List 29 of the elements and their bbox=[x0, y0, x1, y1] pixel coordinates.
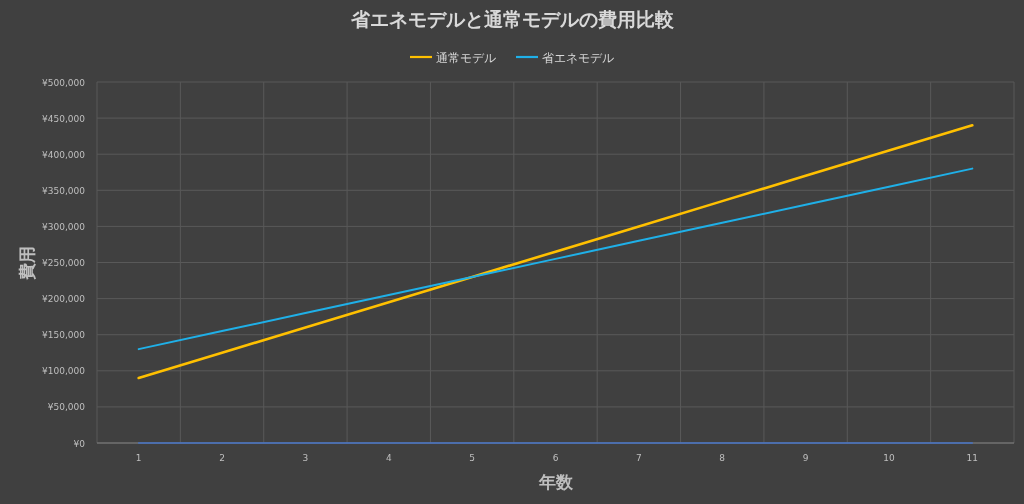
y-tick-label: ¥0 bbox=[73, 438, 86, 449]
chart-title: 省エネモデルと通常モデルの費用比較 bbox=[349, 8, 675, 30]
x-tick-label: 4 bbox=[385, 453, 392, 463]
x-tick-label: 7 bbox=[636, 453, 642, 463]
legend-label: 通常モデル bbox=[436, 50, 496, 65]
x-tick-label: 3 bbox=[302, 453, 309, 463]
x-tick-label: 1 bbox=[135, 453, 142, 463]
y-tick-label: ¥150,000 bbox=[42, 330, 86, 341]
y-tick-label: ¥250,000 bbox=[42, 258, 86, 268]
y-tick-label: ¥350,000 bbox=[42, 185, 86, 196]
y-tick-label: ¥50,000 bbox=[47, 402, 86, 413]
legend-label: 省エネモデル bbox=[542, 50, 614, 65]
y-axis-title: 費用 bbox=[17, 245, 37, 281]
x-tick-label: 5 bbox=[469, 453, 475, 463]
x-tick-label: 11 bbox=[966, 453, 979, 463]
x-axis-title: 年数 bbox=[537, 472, 574, 492]
x-tick-label: 10 bbox=[883, 453, 895, 463]
y-tick-label: ¥500,000 bbox=[42, 77, 86, 88]
y-tick-label: ¥300,000 bbox=[42, 221, 86, 232]
line-series bbox=[137, 167, 974, 351]
y-tick-label: ¥100,000 bbox=[42, 366, 86, 377]
y-tick-label: ¥400,000 bbox=[42, 149, 86, 160]
line-series bbox=[137, 124, 974, 380]
x-tick-label: 6 bbox=[552, 453, 559, 463]
x-tick-label: 9 bbox=[802, 453, 809, 463]
y-tick-label: ¥200,000 bbox=[42, 294, 86, 305]
x-tick-label: 8 bbox=[719, 453, 726, 463]
y-tick-label: ¥450,000 bbox=[42, 113, 86, 124]
x-tick-label: 2 bbox=[219, 453, 225, 463]
